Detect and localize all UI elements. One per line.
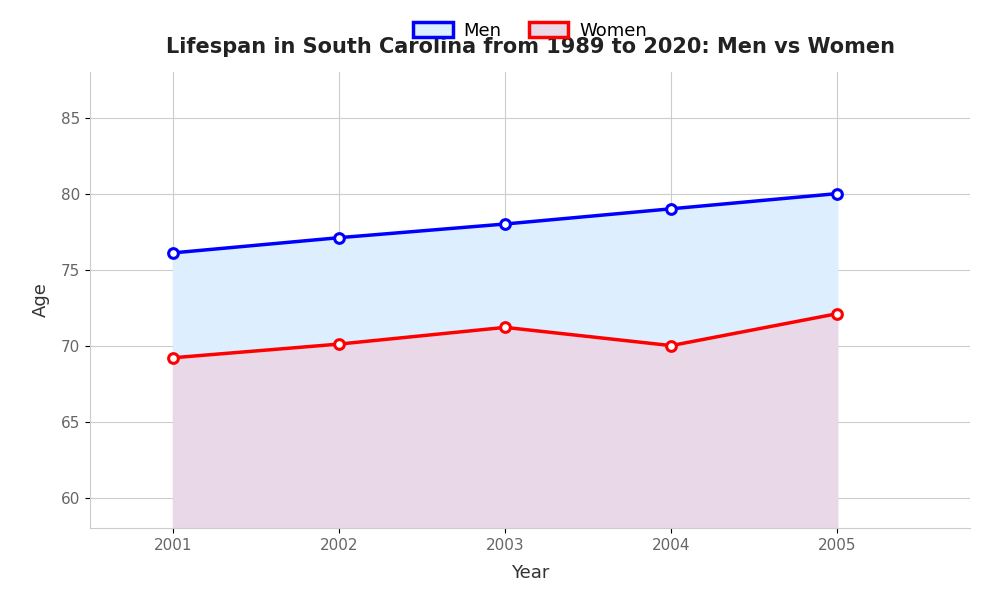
- Title: Lifespan in South Carolina from 1989 to 2020: Men vs Women: Lifespan in South Carolina from 1989 to …: [166, 37, 895, 56]
- Y-axis label: Age: Age: [32, 283, 50, 317]
- X-axis label: Year: Year: [511, 564, 549, 582]
- Legend: Men, Women: Men, Women: [413, 22, 647, 40]
